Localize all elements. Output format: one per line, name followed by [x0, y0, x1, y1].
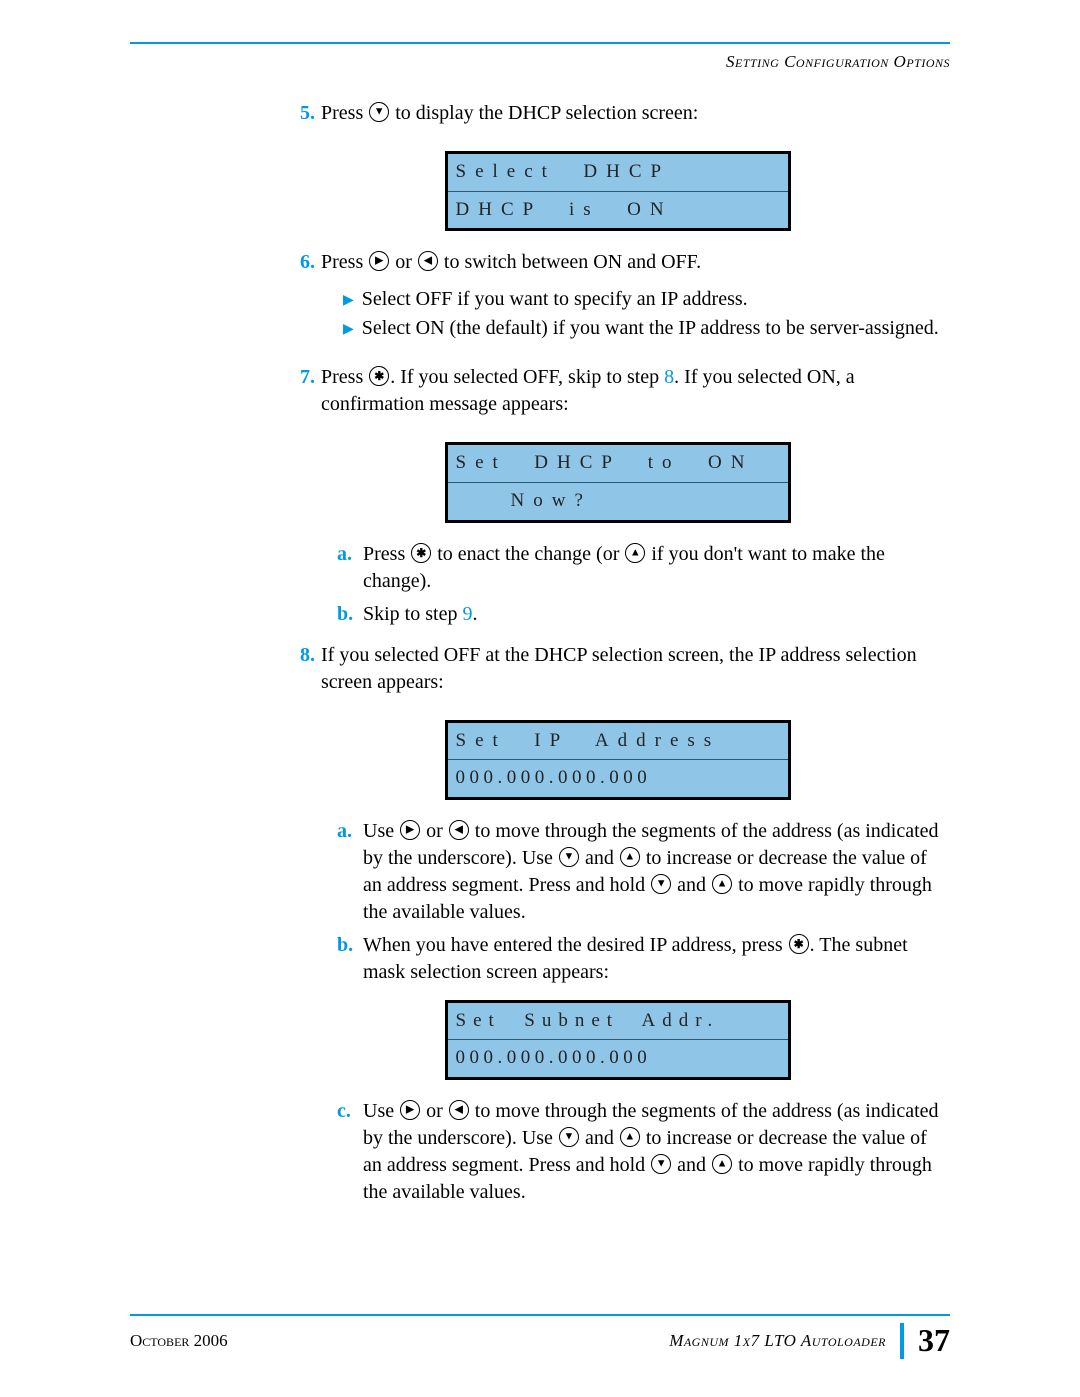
- up-icon: [620, 847, 640, 867]
- lcd-line: Set Subnet Addr.: [448, 1003, 788, 1040]
- step-number: 8.: [285, 642, 321, 706]
- sub-letter: b.: [337, 932, 363, 986]
- sub-letter: a.: [337, 541, 363, 595]
- lcd-set-dhcp: Set DHCP to ON Now?: [445, 442, 791, 522]
- lcd-set-ip: Set IP Address 000.000.000.000: [445, 720, 791, 800]
- text: Press: [321, 251, 368, 273]
- right-icon: [369, 251, 389, 271]
- lcd-line: Set DHCP to ON: [448, 445, 788, 482]
- header-rule: [130, 42, 950, 44]
- text: Skip to step: [363, 603, 462, 625]
- text: to switch between ON and OFF.: [439, 251, 701, 273]
- page-number-separator: [900, 1323, 904, 1359]
- text: to enact the change (or: [432, 543, 624, 565]
- page-footer: October 2006 Magnum 1x7 LTO Autoloader 3…: [130, 1314, 950, 1359]
- left-icon: [418, 251, 438, 271]
- down-icon: [651, 1154, 671, 1174]
- substep-8c: c. Use or to move through the segments o…: [337, 1098, 950, 1206]
- sub-letter: a.: [337, 818, 363, 926]
- content-body: 5. Press to display the DHCP selection s…: [130, 100, 950, 1206]
- down-icon: [369, 102, 389, 122]
- text: .: [472, 603, 477, 625]
- step-6: 6. Press or to switch between ON and OFF…: [285, 249, 950, 356]
- sub-letter: b.: [337, 601, 363, 628]
- text: . If you selected OFF, skip to step: [390, 366, 664, 388]
- lcd-line: Select DHCP: [448, 154, 788, 191]
- text: When you have entered the desired IP add…: [363, 934, 788, 956]
- footer-model: Magnum 1x7 LTO Autoloader: [669, 1331, 886, 1351]
- lcd-line: DHCP is ON: [448, 191, 788, 229]
- footer-row: October 2006 Magnum 1x7 LTO Autoloader 3…: [130, 1322, 950, 1359]
- bullet-item: Select ON (the default) if you want the …: [343, 315, 950, 342]
- step-body: Press or to switch between ON and OFF. S…: [321, 249, 950, 356]
- lcd-line: Set IP Address: [448, 723, 788, 760]
- footer-right: Magnum 1x7 LTO Autoloader 37: [669, 1322, 950, 1359]
- step-number: 6.: [285, 249, 321, 356]
- text: or: [421, 820, 448, 842]
- text: If you selected OFF at the DHCP selectio…: [321, 642, 950, 696]
- lcd-line: Now?: [448, 482, 788, 520]
- footer-date: October 2006: [130, 1331, 228, 1351]
- bullet-list: Select OFF if you want to specify an IP …: [343, 286, 950, 342]
- step-number: 5.: [285, 100, 321, 137]
- down-icon: [559, 847, 579, 867]
- down-icon: [559, 1127, 579, 1147]
- right-icon: [400, 1100, 420, 1120]
- step-8: 8. If you selected OFF at the DHCP selec…: [285, 642, 950, 706]
- step-body: Press . If you selected OFF, skip to ste…: [321, 364, 950, 428]
- enter-icon: [411, 543, 431, 563]
- page-number: 37: [918, 1322, 950, 1359]
- step-5: 5. Press to display the DHCP selection s…: [285, 100, 950, 137]
- text: and: [580, 847, 619, 869]
- text: to display the DHCP selection screen:: [390, 102, 698, 124]
- text: or: [390, 251, 417, 273]
- sub-body: Skip to step 9.: [363, 601, 950, 628]
- step-7: 7. Press . If you selected OFF, skip to …: [285, 364, 950, 428]
- substep-8a: a. Use or to move through the segments o…: [337, 818, 950, 926]
- text: or: [421, 1100, 448, 1122]
- bullet-item: Select OFF if you want to specify an IP …: [343, 286, 950, 313]
- text: Press: [321, 102, 368, 124]
- sub-body: When you have entered the desired IP add…: [363, 932, 950, 986]
- lcd-set-subnet: Set Subnet Addr. 000.000.000.000: [445, 1000, 791, 1080]
- left-icon: [449, 820, 469, 840]
- text: and: [672, 1154, 711, 1176]
- down-icon: [651, 874, 671, 894]
- right-icon: [400, 820, 420, 840]
- up-icon: [625, 543, 645, 563]
- substep-7b: b. Skip to step 9.: [337, 601, 950, 628]
- text: and: [672, 874, 711, 896]
- step-link-8[interactable]: 8: [664, 366, 674, 388]
- text: Press: [321, 366, 368, 388]
- lcd-line: 000.000.000.000: [448, 1039, 788, 1077]
- text: Use: [363, 1100, 399, 1122]
- step-body: Press to display the DHCP selection scre…: [321, 100, 950, 137]
- sub-body: Use or to move through the segments of t…: [363, 818, 950, 926]
- sub-letter: c.: [337, 1098, 363, 1206]
- footer-rule: [130, 1314, 950, 1316]
- step-body: If you selected OFF at the DHCP selectio…: [321, 642, 950, 706]
- page: Setting Configuration Options 5. Press t…: [0, 0, 1080, 1397]
- left-icon: [449, 1100, 469, 1120]
- text: Use: [363, 820, 399, 842]
- running-head: Setting Configuration Options: [130, 52, 950, 72]
- enter-icon: [369, 366, 389, 386]
- enter-icon: [789, 934, 809, 954]
- substep-8b: b. When you have entered the desired IP …: [337, 932, 950, 986]
- lcd-line: 000.000.000.000: [448, 759, 788, 797]
- step-number: 7.: [285, 364, 321, 428]
- lcd-select-dhcp: Select DHCP DHCP is ON: [445, 151, 791, 231]
- sub-body: Press to enact the change (or if you don…: [363, 541, 950, 595]
- up-icon: [712, 874, 732, 894]
- step-link-9[interactable]: 9: [462, 603, 472, 625]
- substep-7a: a. Press to enact the change (or if you …: [337, 541, 950, 595]
- sub-body: Use or to move through the segments of t…: [363, 1098, 950, 1206]
- up-icon: [620, 1127, 640, 1147]
- text: Press: [363, 543, 410, 565]
- text: and: [580, 1127, 619, 1149]
- up-icon: [712, 1154, 732, 1174]
